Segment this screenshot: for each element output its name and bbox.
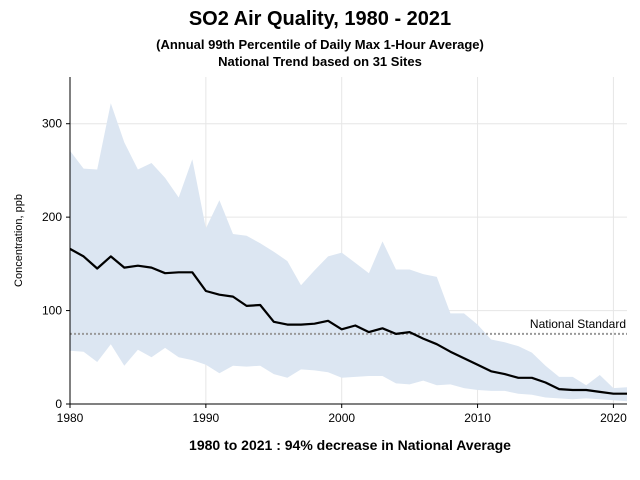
x-tick-label: 2020	[600, 411, 627, 425]
chart-title: SO2 Air Quality, 1980 - 2021	[188, 8, 452, 30]
y-axis-label: Concentration, ppb	[13, 194, 25, 287]
y-tick-label: 300	[42, 117, 62, 131]
x-tick-label: 1980	[57, 411, 84, 425]
y-tick-label: 100	[42, 304, 62, 318]
range-band	[70, 103, 627, 402]
x-tick-label: 2000	[328, 411, 355, 425]
y-tick-label: 0	[55, 397, 62, 411]
x-tick-label: 2010	[464, 411, 491, 425]
chart-subtitle-sites: National Trend based on 31 Sites	[218, 54, 422, 69]
national-average-line	[69, 247, 627, 395]
national-standard-label: National Standard	[530, 317, 626, 331]
chart-footer: 1980 to 2021 : 94% decrease in National …	[189, 437, 511, 453]
chart-subtitle: (Annual 99th Percentile of Daily Max 1-H…	[156, 37, 484, 52]
x-tick-label: 1990	[193, 411, 220, 425]
y-tick-label: 200	[42, 210, 62, 224]
